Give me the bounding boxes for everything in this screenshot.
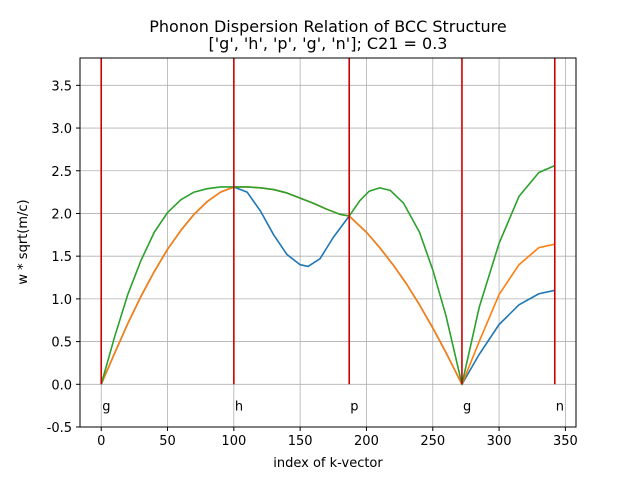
x-axis-label: index of k-vector bbox=[273, 456, 383, 471]
y-tick-label: 3.5 bbox=[51, 79, 72, 94]
y-tick-label: 0.0 bbox=[51, 378, 72, 393]
y-tick-label: 3.0 bbox=[51, 122, 72, 137]
high-symmetry-label: p bbox=[350, 399, 358, 414]
high-symmetry-label: g bbox=[102, 399, 110, 414]
x-tick-label: 300 bbox=[487, 434, 512, 449]
chart-subtitle: ['g', 'h', 'p', 'g', 'n']; C21 = 0.3 bbox=[209, 34, 448, 53]
x-tick-label: 350 bbox=[553, 434, 578, 449]
y-tick-label: -0.5 bbox=[47, 421, 72, 436]
x-tick-label: 50 bbox=[159, 434, 176, 449]
tick-layer: 0 50 100 150 200 250 300 350 -0.5 0.0 0.5 1.0 1.5 2.0… bbox=[47, 79, 578, 449]
series-line-3 bbox=[100, 164, 556, 386]
y-axis-label: w * sqrt(m/c) bbox=[16, 199, 31, 284]
y-tick-label: 1.0 bbox=[51, 293, 72, 308]
x-tick-label: 150 bbox=[288, 434, 313, 449]
chart-title: Phonon Dispersion Relation of BCC Struct… bbox=[149, 17, 507, 36]
plot-frame bbox=[79, 57, 577, 428]
high-symmetry-label: n bbox=[556, 399, 564, 414]
x-tick-label: 100 bbox=[221, 434, 246, 449]
grid-layer bbox=[80, 58, 576, 428]
x-tick-label: 0 bbox=[97, 434, 105, 449]
series-layer bbox=[100, 164, 556, 386]
high-symmetry-label: h bbox=[235, 399, 243, 414]
high-symmetry-label: g bbox=[463, 399, 471, 414]
vline-layer bbox=[100, 58, 556, 385]
x-tick-label: 250 bbox=[420, 434, 445, 449]
y-tick-label: 2.5 bbox=[51, 165, 72, 180]
y-tick-label: 2.0 bbox=[51, 207, 72, 222]
y-tick-label: 0.5 bbox=[51, 336, 72, 351]
x-tick-label: 200 bbox=[354, 434, 379, 449]
y-tick-label: 1.5 bbox=[51, 250, 72, 265]
